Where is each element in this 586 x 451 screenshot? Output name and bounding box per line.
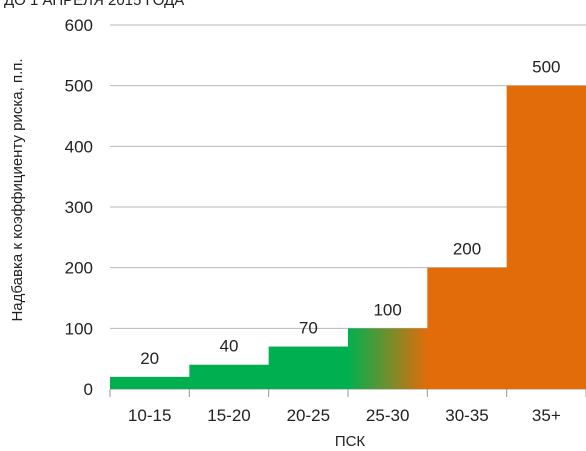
x-tick-label: 25-30 [366,406,409,425]
data-label: 70 [299,319,318,338]
y-tick-label: 200 [65,259,93,278]
y-tick-label: 500 [65,77,93,96]
gridlines [109,24,586,397]
x-tick-label: 35+ [532,406,561,425]
x-tick-label: 15-20 [207,406,250,425]
bar [110,376,190,389]
data-label: 500 [532,58,560,77]
data-labels: 20 40 70 100 200 500 [140,58,560,368]
x-axis-label: ПСК [335,433,366,450]
y-axis-label: Надбавка к коэффициенту риска, п.п. [9,58,26,321]
bar [189,364,270,389]
data-label: 40 [220,337,239,356]
data-label: 200 [453,240,481,259]
y-tick-label: 100 [65,319,93,338]
bar [348,328,428,389]
x-tick-label: 20-25 [287,406,330,425]
y-tick-labels: 0 100 200 300 400 500 600 [65,16,93,399]
x-tick-label: 10-15 [128,406,171,425]
bars [110,85,586,390]
y-tick-label: 300 [65,198,93,217]
bar [506,85,586,390]
bar [427,267,508,389]
x-tick-labels: 10-15 15-20 20-25 25-30 30-35 35+ [128,406,561,425]
data-label: 20 [140,349,159,368]
x-tick-label: 30-35 [445,406,488,425]
data-label: 100 [373,300,401,319]
y-tick-label: 400 [65,137,93,156]
chart-header-fragment: ДО 1 АПРЕЛЯ 2015 ГОДА [4,0,184,9]
y-tick-label: 600 [65,16,93,35]
bar [268,346,349,389]
y-tick-label: 0 [84,380,93,399]
